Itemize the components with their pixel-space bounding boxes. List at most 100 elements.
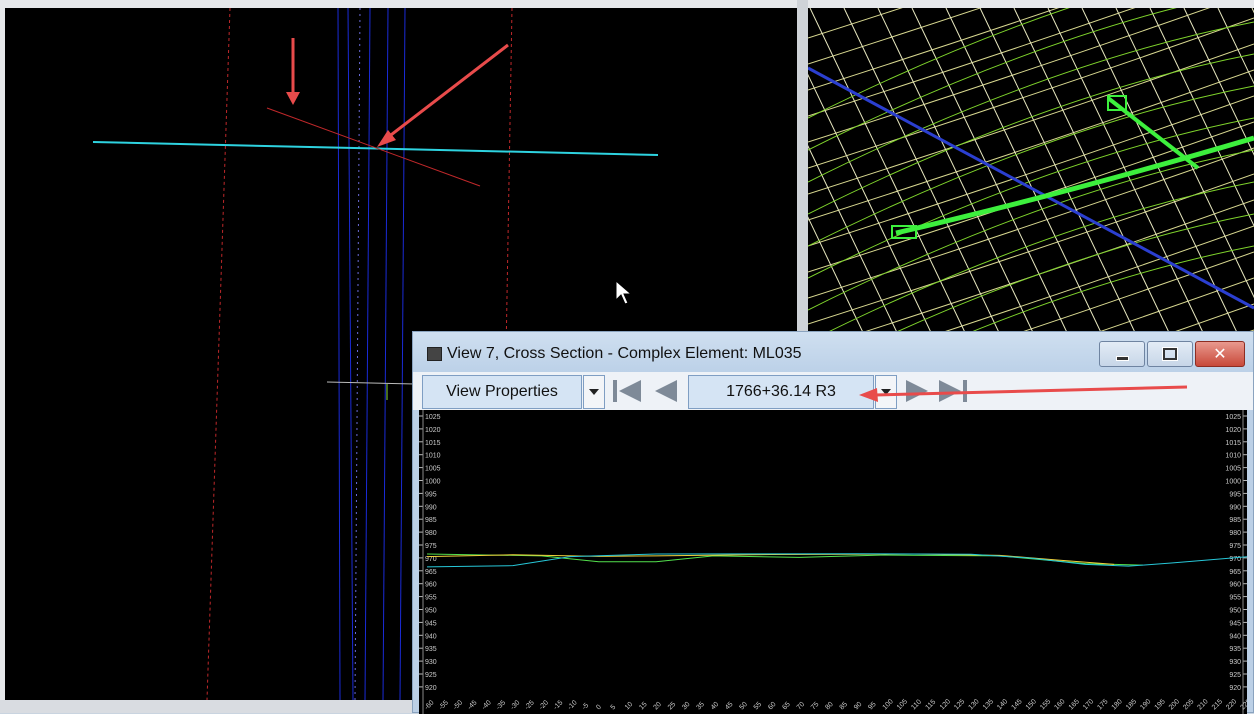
- first-station-icon[interactable]: [611, 380, 643, 402]
- model-wire: [1064, 277, 1254, 343]
- maximize-button[interactable]: [1147, 341, 1193, 367]
- minimize-button[interactable]: [1099, 341, 1145, 367]
- x-tick-label: -25: [524, 699, 536, 711]
- x-tick-label: 155: [1039, 698, 1052, 711]
- y-tick-label-left: 980: [425, 530, 437, 537]
- x-tick-label: 90: [853, 701, 864, 712]
- y-tick-label-left: 995: [425, 491, 437, 498]
- x-tick-label: 165: [1068, 698, 1081, 711]
- model-wire: [808, 8, 903, 39]
- annotation-arrowhead-1: [286, 92, 300, 105]
- annotation-arrowhead-2: [377, 130, 396, 147]
- model-wire: [808, 43, 1254, 195]
- y-tick-label-right: 935: [1229, 646, 1241, 653]
- model-wire: [877, 8, 1039, 343]
- y-tick-label-right: 1000: [1225, 479, 1241, 486]
- cross-section-toolbar: View Properties 1766+36.14 R3: [413, 372, 1253, 410]
- x-tick-label: 215: [1211, 698, 1224, 711]
- model-wire-green: [808, 85, 1254, 247]
- view-window-icon: [427, 347, 442, 361]
- next-station-icon[interactable]: [904, 380, 930, 402]
- y-tick-label-right: 925: [1229, 672, 1241, 679]
- y-tick-label-right: 965: [1229, 569, 1241, 576]
- y-tick-label-left: 945: [425, 620, 437, 627]
- y-tick-label-left: 920: [425, 685, 437, 692]
- plan-view-canvas: [92, 8, 659, 700]
- model-wire: [808, 95, 1254, 247]
- edge-line-2: [347, 8, 354, 700]
- x-tick-label: 195: [1154, 698, 1167, 711]
- y-tick-label-right: 975: [1229, 543, 1241, 550]
- view-properties-dropdown[interactable]: [583, 375, 605, 409]
- close-button[interactable]: ✕: [1195, 341, 1245, 367]
- model-wire: [808, 216, 869, 343]
- model-wire: [1013, 8, 1175, 343]
- cross-section-window[interactable]: View 7, Cross Section - Complex Element:…: [412, 331, 1254, 714]
- x-tick-label: 60: [767, 701, 778, 712]
- y-tick-label-left: 1005: [425, 466, 441, 473]
- last-station-icon[interactable]: [937, 380, 969, 402]
- model-wire: [808, 8, 1060, 91]
- minimize-icon: [1115, 355, 1129, 361]
- x-tick-label: 185: [1125, 698, 1138, 711]
- x-tick-label: 0: [595, 704, 603, 712]
- model-wire: [1115, 8, 1254, 299]
- x-tick-label: 30: [681, 701, 692, 712]
- model-wire-green: [808, 117, 1254, 279]
- y-tick-label-left: 925: [425, 672, 437, 679]
- x-tick-label: -10: [567, 699, 579, 711]
- previous-station-icon[interactable]: [653, 380, 679, 402]
- station-field[interactable]: 1766+36.14 R3: [688, 375, 874, 409]
- x-tick-label: 160: [1053, 698, 1066, 711]
- x-tick-label: -20: [538, 699, 550, 711]
- model-structure: [1107, 95, 1127, 111]
- x-tick-label: 20: [653, 701, 664, 712]
- y-tick-label-left: 1010: [425, 453, 441, 460]
- model-wire: [979, 8, 1141, 343]
- edge-line-3: [364, 8, 371, 700]
- y-tick-label-left: 930: [425, 659, 437, 666]
- y-tick-label-left: 970: [425, 556, 437, 563]
- y-tick-label-right: 945: [1229, 620, 1241, 627]
- x-tick-label: 105: [896, 698, 909, 711]
- model-wire-green: [871, 213, 1254, 343]
- model-wire: [808, 8, 982, 65]
- y-tick-label-left: 965: [425, 569, 437, 576]
- model-view-canvas: [808, 8, 1254, 343]
- small-element: [326, 381, 416, 385]
- x-tick-label: 70: [796, 701, 807, 712]
- y-tick-label-right: 970: [1229, 556, 1241, 563]
- x-tick-label: 120: [939, 698, 952, 711]
- x-tick-label: -35: [495, 699, 507, 711]
- window-titlebar[interactable]: View 7, Cross Section - Complex Element:…: [413, 332, 1253, 372]
- x-tick-label: 55: [753, 701, 764, 712]
- lane-line: [354, 8, 361, 700]
- maximize-icon: [1163, 348, 1177, 360]
- x-tick-label: 180: [1111, 698, 1124, 711]
- x-tick-label: 225: [1239, 698, 1247, 711]
- existing-ground-line: [426, 553, 1247, 568]
- x-tick-label: 175: [1096, 698, 1109, 711]
- annotation-arrow-3: [859, 385, 1188, 402]
- model-wire: [808, 8, 1136, 117]
- x-tick-label: 95: [867, 701, 878, 712]
- model-wire: [1183, 8, 1254, 156]
- y-tick-label-right: 1020: [1225, 427, 1241, 434]
- x-tick-label: -45: [466, 699, 478, 711]
- cross-section-canvas[interactable]: 1025 1025 1020 1020 1015 1015 1010 1010 1005 1005…: [419, 410, 1247, 714]
- x-tick-label: 10: [624, 701, 635, 712]
- model-wire: [808, 8, 1211, 143]
- edge-line-4: [382, 8, 389, 700]
- y-tick-label-left: 1000: [425, 479, 441, 486]
- window-title: View 7, Cross Section - Complex Element:…: [447, 345, 802, 362]
- x-tick-label: 75: [810, 701, 821, 712]
- view-properties-button[interactable]: View Properties: [422, 375, 582, 409]
- model-pipe: [895, 135, 1254, 236]
- model-wire: [843, 8, 1005, 343]
- x-tick-label: 205: [1182, 698, 1195, 711]
- y-tick-label-right: 920: [1229, 685, 1241, 692]
- edge-line-1: [337, 8, 341, 700]
- model-3d-view[interactable]: [808, 8, 1254, 343]
- y-tick-label-left: 1025: [425, 414, 441, 421]
- x-tick-label: 170: [1082, 698, 1095, 711]
